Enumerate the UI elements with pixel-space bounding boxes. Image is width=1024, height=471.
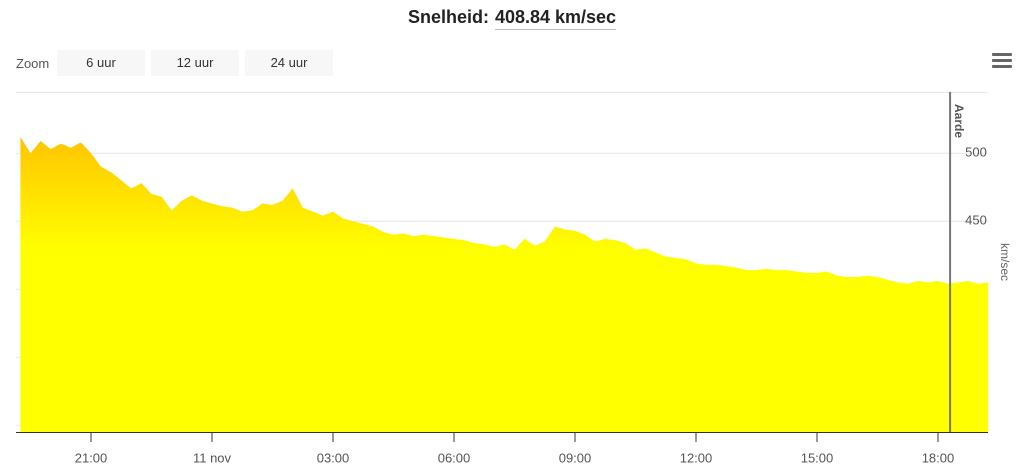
y-tick-label: 500 [965,145,987,160]
x-tick-label: 11 nov [193,450,232,465]
zoom-button[interactable]: 6 uur [57,50,145,76]
zoom-label: Zoom [16,56,50,71]
zoom-button[interactable]: 12 uur [151,50,239,76]
x-tick-label: 18:00 [922,450,955,465]
x-tick-label: 21:00 [75,450,108,465]
x-tick-label: 09:00 [559,450,592,465]
y-axis-label: km/sec [998,243,1012,281]
title-label: Snelheid: [408,7,489,27]
x-tick-label: 15:00 [801,450,834,465]
plot-line-label: Aarde [952,104,966,138]
zoom-button[interactable]: 24 uur [245,50,333,76]
y-tick-label: 450 [965,213,987,228]
current-value: 408.84 km/sec [495,7,616,27]
menu-icon[interactable] [992,53,1012,68]
x-tick-label: 06:00 [438,450,471,465]
x-tick-label: 12:00 [680,450,713,465]
x-tick-label: 03:00 [317,450,350,465]
area [20,136,988,432]
